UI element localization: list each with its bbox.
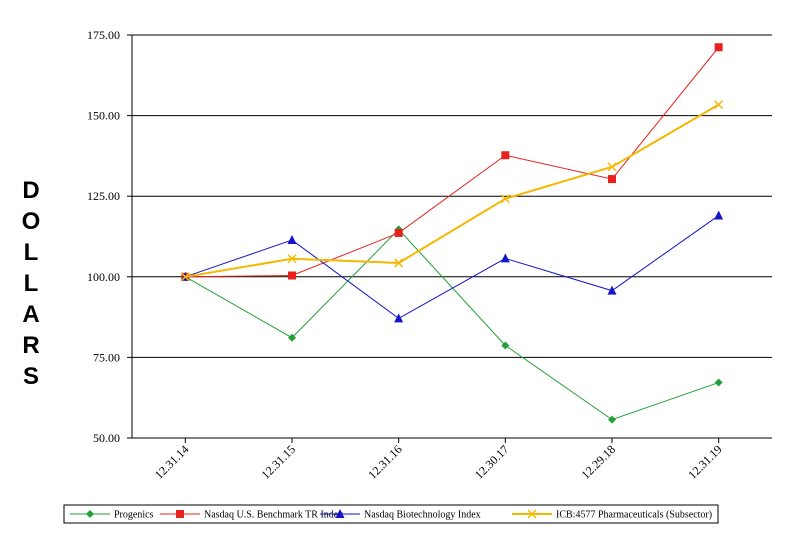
marker-stroke	[607, 162, 617, 172]
data-point	[288, 271, 296, 280]
y-tick-label: 150.00	[87, 109, 120, 123]
data-point	[394, 228, 403, 237]
legend-label: ICB:4577 Pharmaceuticals (Subsector)	[556, 510, 712, 521]
y-axis-label-letter: L	[24, 270, 39, 297]
x-tick-label: 12.29.18	[579, 442, 619, 482]
data-point	[714, 378, 723, 387]
data-point	[287, 254, 297, 264]
y-tick-label: 75.00	[93, 350, 120, 364]
marker-stroke	[527, 509, 537, 519]
x-tick-label: 12.31.16	[365, 442, 405, 482]
grid-lines	[132, 34, 772, 358]
data-point	[714, 210, 724, 220]
legend: Progenics Nasdaq U.S. Benchmark TR Index N…	[63, 504, 719, 524]
legend-label: Nasdaq Biotechnology Index	[364, 510, 481, 521]
series-line-1	[185, 228, 719, 421]
data-point	[500, 194, 510, 204]
series-line-4	[185, 103, 720, 278]
y-axis-label-letter: L	[24, 239, 39, 266]
data-point	[394, 313, 404, 323]
y-axis-label-letter: O	[22, 208, 41, 235]
legend-label: Progenics	[114, 510, 154, 521]
legend-box	[63, 504, 719, 524]
data-point	[394, 258, 404, 268]
legend-marker	[176, 510, 184, 518]
y-axis-label-letter: R	[22, 332, 39, 359]
data-point	[608, 415, 616, 424]
legend-marker	[527, 509, 537, 519]
data-point	[501, 341, 510, 350]
marker-stroke	[287, 254, 297, 264]
series-lines	[180, 43, 724, 424]
x-tick-label: 12.31.15	[259, 442, 299, 482]
data-point	[607, 285, 617, 295]
x-tick-label: 12.31.14	[152, 442, 192, 482]
y-tick-label: 50.00	[93, 431, 120, 445]
y-axis-label-letter: S	[23, 363, 39, 390]
data-point	[500, 253, 510, 263]
x-tick-label: 12.31.19	[685, 442, 725, 482]
y-axis-label-letter: A	[22, 301, 39, 328]
y-tick-labels: 50.00 75.00 100.00 125.00 150.00 175.00	[87, 28, 120, 445]
marker-stroke	[500, 194, 510, 204]
data-point	[714, 100, 724, 110]
data-point	[714, 43, 723, 52]
series-line-2	[185, 46, 720, 278]
x-tick-label: 12.30.17	[472, 442, 512, 482]
data-point	[287, 235, 297, 245]
y-tick-label: 100.00	[87, 270, 120, 284]
legend-marker	[335, 509, 345, 518]
legend-label: Nasdaq U.S. Benchmark TR Index	[204, 510, 343, 521]
data-point	[180, 272, 190, 282]
y-tick-label: 175.00	[87, 28, 120, 42]
data-point	[608, 175, 616, 184]
data-point	[607, 162, 617, 172]
x-tick-labels: 12.31.14 12.31.15 12.31.16 12.30.17 12.29.18…	[152, 442, 725, 482]
data-point	[501, 151, 510, 160]
series-line-3	[185, 215, 719, 319]
axes	[127, 34, 772, 443]
y-axis-label-letter: D	[22, 177, 39, 204]
marker-stroke	[714, 100, 724, 110]
legend-marker	[86, 510, 94, 518]
data-point	[288, 333, 296, 342]
marker-stroke	[180, 272, 190, 282]
marker-stroke	[394, 258, 404, 268]
y-tick-label: 125.00	[87, 189, 120, 203]
